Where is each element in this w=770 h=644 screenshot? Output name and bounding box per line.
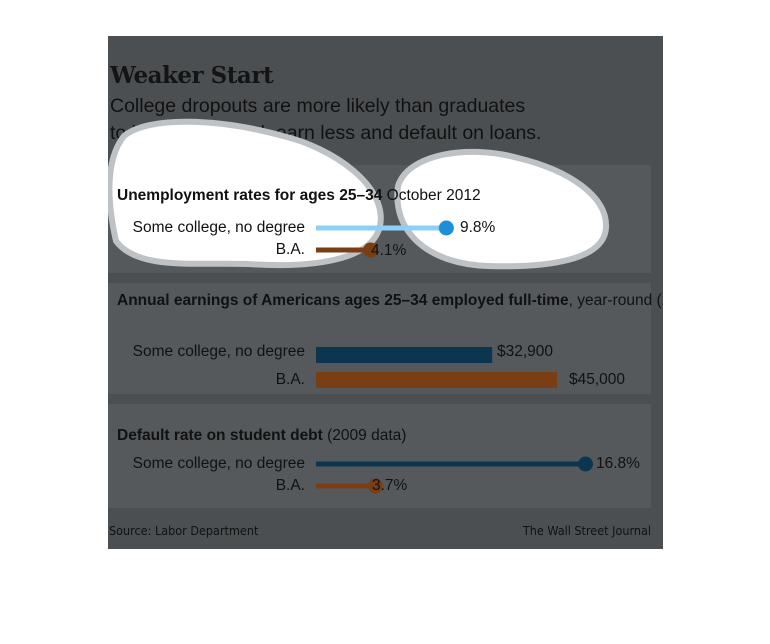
highlight-blob-left — [108, 118, 384, 269]
highlight-blobs — [108, 118, 610, 270]
default-lollipop-some-college-dot — [577, 456, 593, 472]
unemployment-lollipop-ba-dot — [363, 242, 379, 258]
default-title: Default rate on student debt (2009 data) — [117, 427, 406, 445]
unemployment-chart — [316, 220, 593, 494]
chart-card: Weaker Start College dropouts are more l… — [108, 36, 663, 549]
highlight-blob-right — [394, 148, 610, 270]
chart-subtitle-line1: College dropouts are more likely than gr… — [110, 95, 526, 117]
default-cat-some-college: Some college, no degree — [132, 455, 305, 472]
earnings-value-ba: $45,000 — [569, 371, 626, 388]
default-value-some-college: 16.8% — [596, 455, 640, 472]
unemployment-title-bold: Unemployment rates for ages 25–34 — [117, 187, 383, 204]
unemployment-value-some-college: 9.8% — [460, 219, 496, 236]
unemployment-title: Unemployment rates for ages 25–34 Octobe… — [117, 187, 481, 205]
earnings-cat-ba: B.A. — [275, 371, 305, 388]
default-title-bold: Default rate on student debt — [117, 427, 323, 444]
default-cat-ba: B.A. — [275, 477, 305, 494]
earnings-title-bold: Annual earnings of Americans ages 25–34 … — [117, 292, 569, 309]
default-value-ba: 3.7% — [372, 477, 408, 494]
unemployment-cat-some-college: Some college, no degree — [132, 219, 305, 236]
default-title-date: (2009 data) — [327, 427, 407, 444]
unemployment-cat-ba: B.A. — [275, 241, 305, 258]
default-lollipop-ba-dot — [367, 478, 383, 494]
earnings-title-tail: , year-round (2010 data) — [568, 292, 663, 309]
publisher-credit: The Wall Street Journal — [522, 523, 651, 538]
unemployment-lollipop-some-college-dot — [438, 220, 454, 236]
earnings-bar-some-college — [316, 347, 493, 363]
earnings-bar-ba — [316, 372, 557, 388]
unemployment-value-ba: 4.1% — [371, 242, 407, 259]
earnings-title: Annual earnings of Americans ages 25–34 … — [117, 292, 663, 310]
earnings-value-some-college: $32,900 — [497, 343, 554, 360]
source-note: Source: Labor Department — [109, 523, 259, 538]
unemployment-title-date: October 2012 — [386, 187, 481, 204]
earnings-cat-some-college: Some college, no degree — [132, 343, 305, 360]
chart-title: Weaker Start — [110, 62, 274, 89]
